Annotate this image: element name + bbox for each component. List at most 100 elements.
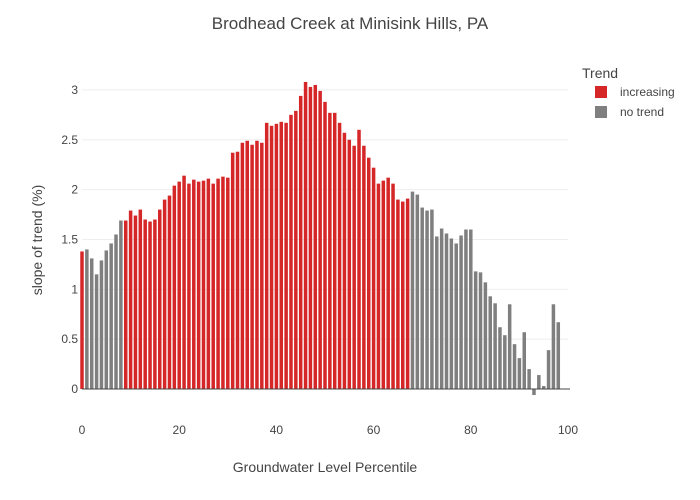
bar-21[interactable] — [182, 175, 186, 390]
bar-25[interactable] — [201, 180, 206, 390]
bar-56[interactable] — [352, 145, 356, 390]
bar-40[interactable] — [274, 123, 279, 390]
bar-44[interactable] — [294, 110, 298, 390]
bar-33[interactable] — [240, 142, 245, 390]
legend-item-no-trend[interactable]: no trend — [595, 105, 664, 119]
bar-83[interactable] — [483, 282, 488, 390]
bar-6[interactable] — [109, 243, 113, 390]
bar-98[interactable] — [556, 322, 561, 390]
bar-88[interactable] — [507, 304, 512, 390]
bar-43[interactable] — [289, 114, 293, 390]
bar-11[interactable] — [133, 215, 138, 390]
bar-8[interactable] — [119, 220, 123, 390]
bar-69[interactable] — [415, 194, 420, 390]
bar-74[interactable] — [439, 228, 444, 390]
bar-53[interactable] — [337, 122, 342, 390]
bar-17[interactable] — [162, 199, 167, 390]
bar-4[interactable] — [99, 260, 104, 390]
bar-67[interactable] — [405, 198, 410, 390]
bar-20[interactable] — [177, 181, 181, 390]
bar-7[interactable] — [114, 234, 118, 390]
bar-66[interactable] — [401, 201, 405, 390]
bar-63[interactable] — [386, 177, 390, 390]
bar-24[interactable] — [196, 181, 201, 390]
bar-81[interactable] — [473, 271, 478, 390]
bar-0[interactable] — [80, 251, 84, 390]
bar-65[interactable] — [396, 199, 400, 390]
bar-42[interactable] — [284, 122, 288, 390]
bar-87[interactable] — [503, 335, 507, 390]
bar-12[interactable] — [138, 209, 143, 390]
bar-47[interactable] — [308, 86, 313, 390]
bar-57[interactable] — [357, 129, 361, 390]
bar-22[interactable] — [187, 183, 191, 390]
bar-27[interactable] — [211, 183, 215, 390]
bar-92[interactable] — [527, 369, 531, 390]
bar-38[interactable] — [264, 122, 269, 390]
bar-97[interactable] — [551, 304, 556, 390]
bar-86[interactable] — [498, 327, 502, 390]
bar-78[interactable] — [459, 235, 463, 390]
bar-68[interactable] — [410, 191, 415, 390]
bar-13[interactable] — [143, 219, 147, 390]
bar-94[interactable] — [537, 375, 541, 390]
bar-61[interactable] — [376, 183, 381, 390]
bar-75[interactable] — [444, 233, 449, 390]
bar-9[interactable] — [123, 220, 128, 390]
bar-58[interactable] — [362, 145, 366, 390]
bar-84[interactable] — [488, 296, 492, 390]
bar-3[interactable] — [94, 274, 99, 390]
bar-55[interactable] — [347, 139, 352, 390]
bar-46[interactable] — [303, 81, 308, 390]
bar-90[interactable] — [517, 358, 522, 390]
bar-79[interactable] — [464, 229, 468, 390]
legend-item-increasing[interactable]: increasing — [595, 85, 675, 99]
bar-50[interactable] — [323, 101, 327, 390]
bar-35[interactable] — [250, 144, 254, 390]
bar-89[interactable] — [512, 344, 517, 390]
bar-48[interactable] — [313, 84, 318, 390]
bar-18[interactable] — [167, 195, 172, 390]
bar-70[interactable] — [420, 207, 424, 390]
bar-41[interactable] — [279, 121, 284, 390]
bar-76[interactable] — [449, 238, 454, 390]
bar-16[interactable] — [158, 209, 162, 390]
bar-37[interactable] — [260, 142, 264, 390]
bar-96[interactable] — [546, 350, 551, 390]
bar-45[interactable] — [298, 95, 303, 390]
bar-91[interactable] — [522, 332, 527, 390]
bar-73[interactable] — [435, 236, 439, 390]
bar-59[interactable] — [366, 157, 371, 390]
bar-54[interactable] — [342, 132, 347, 390]
bar-30[interactable] — [226, 177, 230, 390]
bar-39[interactable] — [269, 125, 274, 390]
bar-95[interactable] — [541, 386, 546, 390]
bar-36[interactable] — [255, 140, 259, 390]
bar-62[interactable] — [381, 180, 386, 390]
bar-72[interactable] — [430, 209, 434, 390]
bar-82[interactable] — [478, 272, 483, 390]
bar-52[interactable] — [332, 112, 337, 390]
bar-34[interactable] — [245, 140, 249, 390]
bar-23[interactable] — [192, 179, 196, 390]
bar-14[interactable] — [148, 221, 152, 390]
bar-60[interactable] — [371, 167, 376, 390]
bar-28[interactable] — [216, 178, 220, 390]
bar-15[interactable] — [153, 219, 157, 390]
bar-77[interactable] — [454, 243, 458, 390]
bar-32[interactable] — [235, 151, 240, 390]
bar-93[interactable] — [532, 389, 536, 396]
bar-85[interactable] — [493, 303, 497, 390]
bar-71[interactable] — [425, 210, 429, 390]
bar-10[interactable] — [128, 210, 133, 390]
bar-51[interactable] — [328, 112, 332, 390]
bar-2[interactable] — [89, 258, 94, 390]
bar-19[interactable] — [172, 185, 177, 390]
bar-26[interactable] — [206, 178, 211, 390]
bar-80[interactable] — [469, 229, 473, 390]
bar-1[interactable] — [85, 249, 89, 390]
bar-64[interactable] — [391, 183, 395, 390]
bar-31[interactable] — [230, 152, 235, 390]
bar-5[interactable] — [104, 250, 109, 390]
bar-49[interactable] — [318, 90, 322, 390]
